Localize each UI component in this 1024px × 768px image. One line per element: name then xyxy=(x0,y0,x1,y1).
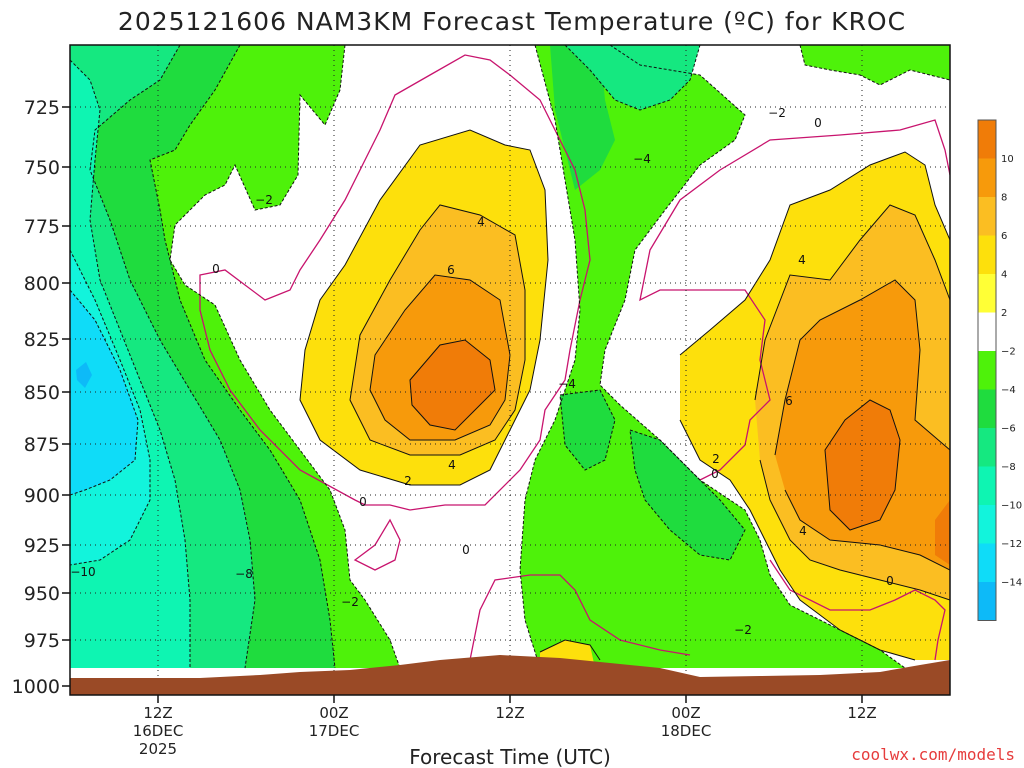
contour-zero-right-low xyxy=(769,559,946,661)
colorbar-segment xyxy=(978,389,996,428)
colorbar-label: 6 xyxy=(1001,231,1007,242)
x-tick-label: 00Z xyxy=(671,704,700,722)
cold-band-center xyxy=(520,45,905,668)
colorbar-label: 4 xyxy=(1001,270,1007,281)
x-tick-label: 18DEC xyxy=(661,722,712,740)
contour-zero-right xyxy=(639,119,950,481)
cold-band-minus6-top xyxy=(565,45,700,110)
y-tick-label: 1000 xyxy=(12,676,60,698)
colorbar-segment xyxy=(978,505,996,544)
colorbar-frame xyxy=(977,119,997,621)
x-axis: 12Z 16DEC 2025 00Z 17DEC 12Z 00Z 18DEC 1… xyxy=(133,695,877,758)
colorbar-label: −6 xyxy=(1001,424,1016,435)
y-tick-label: 750 xyxy=(24,157,60,179)
contour-label: 0 xyxy=(212,262,220,276)
colorbar-segment xyxy=(978,235,996,274)
colorbar-label: −2 xyxy=(1001,347,1016,358)
y-tick-label: 825 xyxy=(24,329,60,351)
contour-label: −10 xyxy=(70,565,95,579)
colorbar-segment xyxy=(978,466,996,505)
y-tick-label: 850 xyxy=(24,382,60,404)
colorbar-label: −12 xyxy=(1001,539,1022,550)
contour-label: 0 xyxy=(359,495,367,509)
contour-label: −2 xyxy=(341,595,359,609)
cold-band-minus6-low2 xyxy=(630,430,745,560)
x-tick-label: 16DEC xyxy=(133,722,184,740)
colorbar-label: −4 xyxy=(1001,385,1016,396)
contour-label: 4 xyxy=(448,458,456,472)
contour-label: 2 xyxy=(712,452,720,466)
cold-top-right xyxy=(800,45,950,85)
y-tick-label: 900 xyxy=(24,485,60,507)
colorbar-label: 2 xyxy=(1001,308,1007,319)
x-tick-label: 12Z xyxy=(847,704,876,722)
contour-label: −4 xyxy=(633,152,651,166)
colorbar-label: 8 xyxy=(1001,193,1007,204)
x-tick-label: 12Z xyxy=(143,704,172,722)
contour-label: −2 xyxy=(768,106,786,120)
contour-label: 0 xyxy=(462,543,470,557)
warm-nose-1-plus8 xyxy=(410,340,495,430)
contour-label: 6 xyxy=(447,263,455,277)
dashed-contours xyxy=(70,45,950,669)
contour-label: 4 xyxy=(477,215,485,229)
contour-label: 4 xyxy=(798,253,806,267)
colorbar-label: −14 xyxy=(1001,578,1022,589)
colorbar-segment xyxy=(978,312,996,351)
credit-link[interactable]: coolwx.com/models xyxy=(851,745,1015,764)
contour-label: 6 xyxy=(785,394,793,408)
y-tick-label: 975 xyxy=(24,630,60,652)
y-tick-label: 925 xyxy=(24,535,60,557)
y-axis: 725 750 775 800 825 850 875 900 925 950 … xyxy=(12,97,70,698)
contour-label: −4 xyxy=(558,377,576,391)
colorbar-segment xyxy=(978,582,996,621)
colorbar-label: 10 xyxy=(1001,154,1014,165)
y-tick-label: 725 xyxy=(24,97,60,119)
contour-label: 4 xyxy=(799,524,807,538)
cold-band-minus6-low xyxy=(560,390,615,470)
warm-nose-2-plus8-edge xyxy=(935,500,950,565)
cold-pocket-minus16 xyxy=(76,362,92,388)
chart-title: 2025121606 NAM3KM Forecast Temperature (… xyxy=(118,7,906,36)
y-tick-label: 775 xyxy=(24,216,60,238)
y-tick-label: 875 xyxy=(24,434,60,456)
y-tick-label: 800 xyxy=(24,273,60,295)
x-tick-label: 17DEC xyxy=(309,722,360,740)
contour-label: −2 xyxy=(734,623,752,637)
y-tick-label: 950 xyxy=(24,583,60,605)
x-tick-label: 2025 xyxy=(139,740,177,758)
colorbar-segment xyxy=(978,197,996,236)
colorbar-segment xyxy=(978,120,996,159)
colorbar-label: −8 xyxy=(1001,462,1016,473)
contour-label: −2 xyxy=(255,193,273,207)
x-axis-label: Forecast Time (UTC) xyxy=(409,745,611,768)
x-tick-label: 12Z xyxy=(495,704,524,722)
contour-zero-center xyxy=(469,574,691,661)
contour-label: −8 xyxy=(235,567,253,581)
contour-zero-left xyxy=(199,54,591,511)
colorbar: 10 8 6 4 2 −2 −4 −6 −8 −10 −12 −14 xyxy=(977,119,1022,621)
colorbar-label: −10 xyxy=(1001,501,1022,512)
x-tick-label: 00Z xyxy=(319,704,348,722)
contour-label: 0 xyxy=(814,116,822,130)
contour-label: 0 xyxy=(886,574,894,588)
colorbar-segment xyxy=(978,158,996,197)
colorbar-segment xyxy=(978,274,996,313)
ground-terrain xyxy=(70,655,950,695)
black-contours xyxy=(299,129,950,661)
colorbar-segment xyxy=(978,428,996,467)
contour-label: 0 xyxy=(711,467,719,481)
colorbar-segment xyxy=(978,543,996,582)
colorbar-segment xyxy=(978,351,996,390)
contour-label: 2 xyxy=(404,474,412,488)
